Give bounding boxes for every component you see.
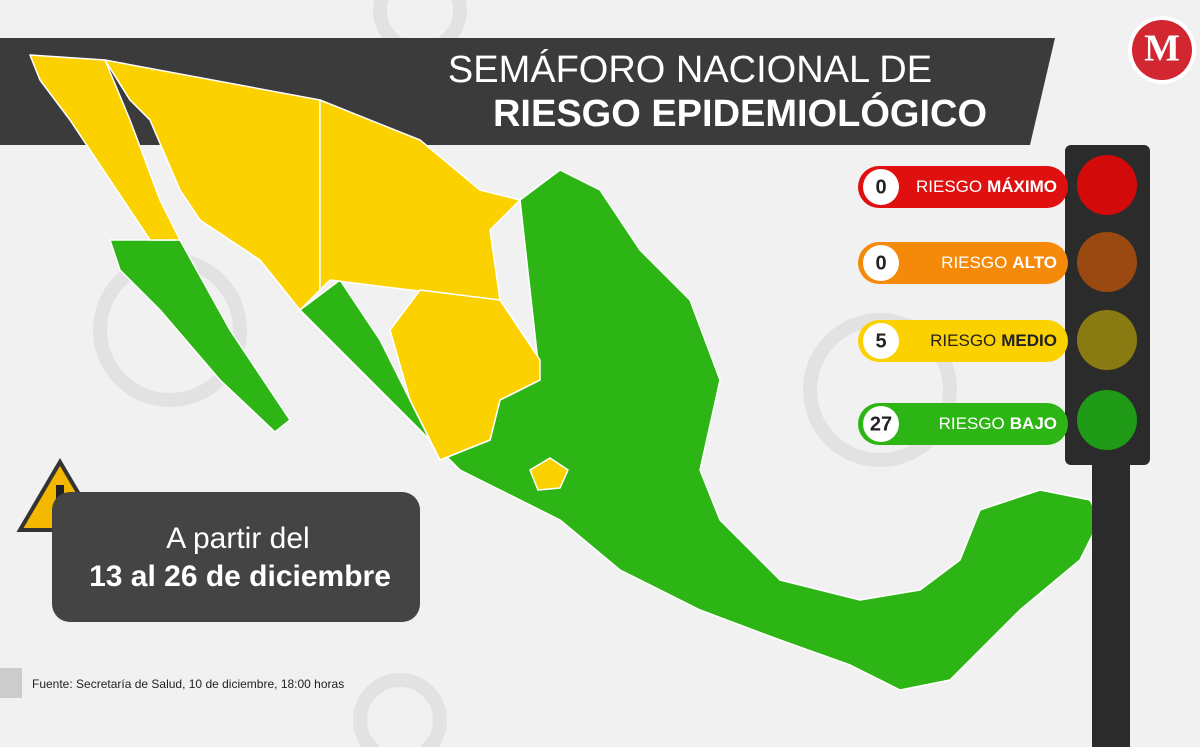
title-line2: RIESGO EPIDEMIOLÓGICO (493, 91, 987, 135)
notice-line2: 13 al 26 de diciembre (89, 560, 391, 593)
legend-label: RIESGO ALTO (941, 253, 1057, 272)
legend-pill (858, 320, 1068, 362)
count: 5 (875, 330, 886, 352)
risk-word: RIESGO (941, 253, 1007, 272)
map (29, 54, 1101, 691)
risk-word: RIESGO (930, 331, 996, 350)
count: 0 (875, 252, 886, 274)
state-yellow (389, 289, 541, 461)
state-green (109, 239, 291, 433)
count-circle (863, 169, 899, 205)
count: 27 (870, 413, 892, 435)
state-yellow (529, 457, 569, 491)
count-circle (863, 323, 899, 359)
source-marker (0, 668, 22, 698)
legend-pill (858, 403, 1068, 445)
logo-circle (1132, 20, 1192, 80)
legend-pill (858, 242, 1068, 284)
risk-level: BAJO (1010, 414, 1057, 433)
logo: M (1144, 28, 1180, 70)
source: Fuente: Secretaría de Salud, 10 de dicie… (32, 677, 344, 691)
title-line1: SEMÁFORO NACIONAL DE (448, 48, 932, 91)
risk-word: RIESGO (939, 414, 1005, 433)
count-circle (863, 406, 899, 442)
risk-level: ALTO (1012, 253, 1057, 272)
state-yellow (319, 99, 521, 301)
risk-level: MEDIO (1001, 331, 1057, 350)
count-circle (863, 245, 899, 281)
legend: 0 RIESGO MÁXIMO 0 RIESGO ALTO 5 RIESGO MEDIO 27 RI… (858, 166, 1068, 445)
traffic-light (1065, 145, 1150, 747)
legend-pill (858, 166, 1068, 208)
risk-level: MÁXIMO (987, 177, 1057, 196)
notice-line1: A partir del (166, 522, 309, 555)
notice-box (52, 492, 420, 622)
legend-label: RIESGO MÁXIMO (916, 177, 1057, 196)
count: 0 (875, 176, 886, 198)
risk-word: RIESGO (916, 177, 982, 196)
state-yellow (29, 54, 181, 241)
legend-label: RIESGO MEDIO (930, 331, 1057, 350)
legend-label: RIESGO BAJO (939, 414, 1057, 433)
